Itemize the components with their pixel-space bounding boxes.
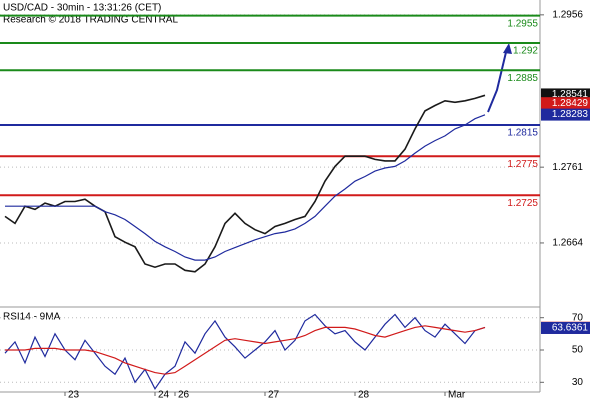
level-label: 1.2815 xyxy=(507,128,538,139)
price-tag-label: 1.28541 xyxy=(552,89,589,100)
price-tag-label: 63.6361 xyxy=(552,323,589,334)
price-tag xyxy=(541,108,590,121)
series-line xyxy=(4,94,486,273)
x-tick-label: 28 xyxy=(358,390,370,400)
series-line xyxy=(5,325,486,375)
x-tick-label: 24 xyxy=(158,390,170,400)
y-tick-label: 50 xyxy=(572,345,584,356)
price-tag-label: 1.28429 xyxy=(552,98,589,109)
arrow-head xyxy=(503,43,512,54)
x-tick-label: Mar xyxy=(448,390,466,400)
x-tick-label: 26 xyxy=(178,390,190,400)
price-tag-label: 1.28283 xyxy=(552,109,589,120)
series-line xyxy=(5,114,486,261)
price-tag xyxy=(541,321,590,334)
x-tick-label: 27 xyxy=(268,390,280,400)
x-tick-label: 23 xyxy=(68,390,80,400)
chart-subtitle: Research © 2018 TRADING CENTRAL xyxy=(3,15,178,26)
price-tag xyxy=(541,97,590,110)
y-tick-label: 30 xyxy=(572,377,584,388)
y-tick-label: 1.2956 xyxy=(552,9,583,20)
chart-title: USD/CAD - 30min - 13:31:26 (CET) xyxy=(3,3,161,14)
panel-title: RSI14 - 9MA xyxy=(3,312,61,323)
series-line xyxy=(4,313,486,390)
level-label: 1.2885 xyxy=(507,73,538,84)
level-label: 1.2775 xyxy=(507,159,538,170)
y-tick-label: 1.2664 xyxy=(552,238,583,249)
y-tick-label: 70 xyxy=(572,312,584,323)
level-label: 1.2955 xyxy=(507,18,538,29)
level-label: 1.2725 xyxy=(507,198,538,209)
projection-arrow xyxy=(487,47,508,113)
level-label: 1.292 xyxy=(513,46,538,57)
y-tick-label: 1.2761 xyxy=(552,162,583,173)
